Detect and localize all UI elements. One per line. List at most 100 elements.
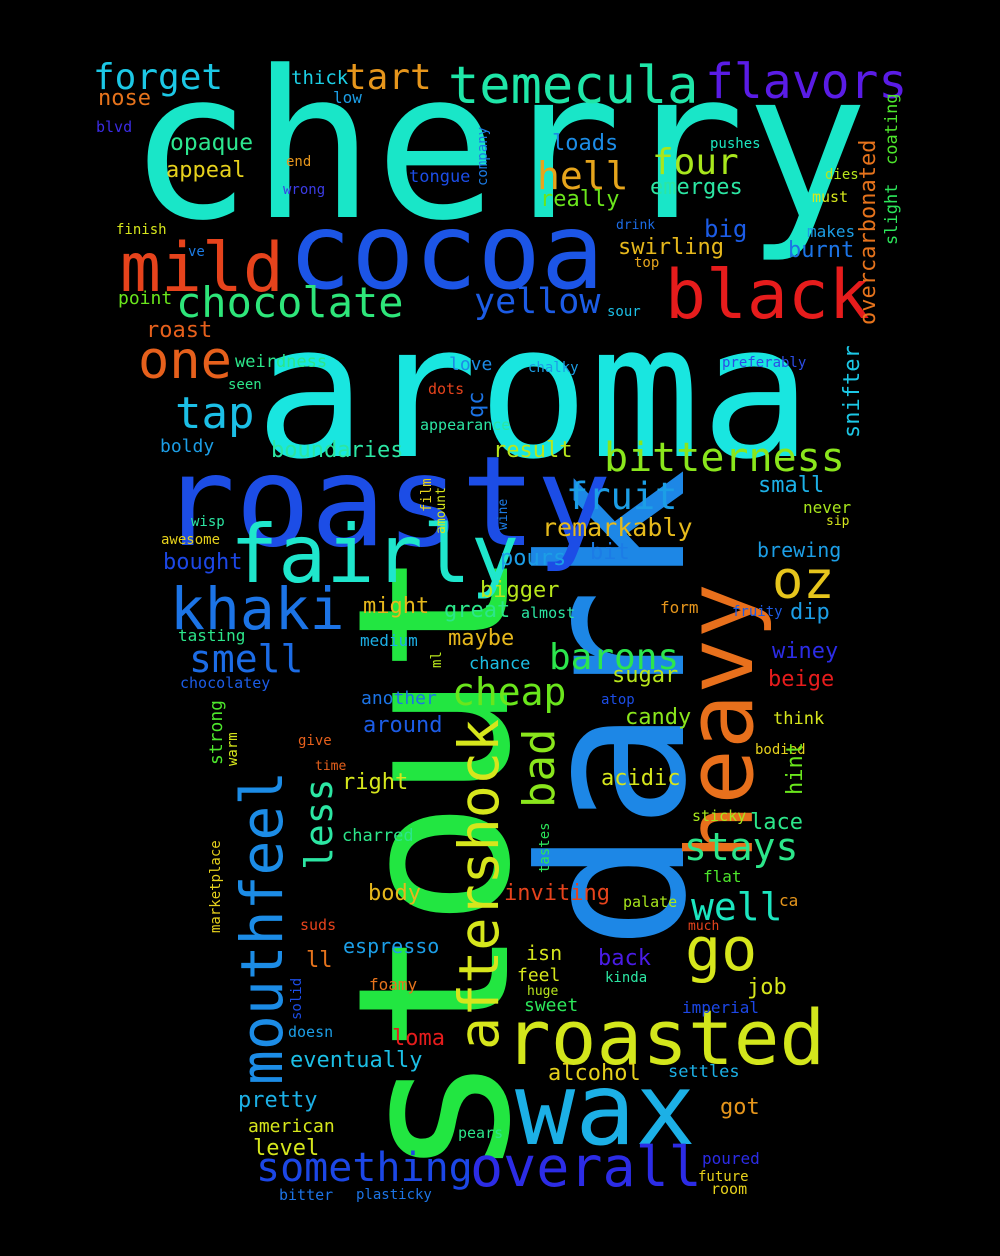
word-less: less bbox=[297, 778, 341, 870]
word-makes: makes bbox=[807, 222, 856, 241]
word-something: something bbox=[256, 1145, 473, 1191]
word-company: company bbox=[475, 126, 491, 186]
word-atop: atop bbox=[601, 692, 635, 708]
word-winey: winey bbox=[772, 639, 839, 664]
word-boundaries: boundaries bbox=[271, 438, 404, 463]
word-big: big bbox=[704, 215, 748, 243]
word-overall: overall bbox=[470, 1135, 702, 1199]
word-chocolate: chocolate bbox=[176, 278, 404, 327]
word-american: american bbox=[248, 1116, 335, 1137]
word-great: great bbox=[444, 598, 511, 623]
word-poured: poured bbox=[702, 1149, 760, 1168]
word-nose: nose bbox=[98, 86, 151, 111]
word-cheap: cheap bbox=[452, 670, 567, 714]
word-point: point bbox=[118, 288, 173, 309]
word-doesn: doesn bbox=[288, 1023, 334, 1041]
word-another: another bbox=[361, 688, 437, 709]
word-wine: wine bbox=[496, 498, 511, 530]
word-stays: stays bbox=[684, 825, 799, 869]
word-charred: charred bbox=[342, 826, 414, 846]
word-yellow: yellow bbox=[474, 282, 601, 322]
word-small: small bbox=[758, 473, 825, 498]
word-temecula: temecula bbox=[448, 56, 699, 116]
word-pears: pears bbox=[458, 1124, 504, 1142]
word-sticky: sticky bbox=[692, 807, 747, 825]
word-think: think bbox=[773, 709, 825, 729]
word-much: much bbox=[688, 919, 720, 934]
word-fruit: fruit bbox=[566, 475, 678, 518]
word-give: give bbox=[298, 733, 332, 749]
word-loads: loads bbox=[552, 131, 619, 156]
word-thick: thick bbox=[291, 67, 349, 89]
word-huge: huge bbox=[527, 984, 559, 999]
word-palate: palate bbox=[623, 893, 678, 911]
word-wisp: wisp bbox=[191, 514, 225, 530]
word-almost: almost bbox=[521, 604, 576, 622]
word-flavors: flavors bbox=[705, 54, 908, 110]
word-wax: wax bbox=[515, 1051, 696, 1168]
word-qc: qc bbox=[464, 391, 489, 419]
word-strong: strong bbox=[206, 699, 227, 765]
word-future: future bbox=[698, 1169, 749, 1185]
word-ml: ml bbox=[429, 651, 445, 668]
word-tongue: tongue bbox=[409, 167, 471, 187]
word-mouthfeel: mouthfeel bbox=[228, 770, 296, 1085]
word-swirling: swirling bbox=[618, 235, 724, 260]
word-alcohol: alcohol bbox=[548, 1061, 641, 1086]
word-right: right bbox=[342, 770, 409, 795]
word-one: one bbox=[138, 331, 232, 391]
word-fruity: fruity bbox=[732, 604, 783, 620]
word-cherry: cherry bbox=[128, 28, 869, 266]
word-sip: sip bbox=[826, 514, 850, 529]
word-kinda: kinda bbox=[605, 970, 648, 986]
word-four: four bbox=[652, 142, 739, 183]
word-roast: roast bbox=[146, 318, 213, 343]
word-feel: feel bbox=[517, 965, 561, 986]
word-never: never bbox=[803, 498, 852, 517]
word-cocoa: cocoa bbox=[288, 191, 605, 313]
word-hint: hint bbox=[783, 742, 808, 795]
word-tasting: tasting bbox=[178, 626, 246, 645]
word-fairly: fairly bbox=[230, 508, 519, 601]
word-pours: pours bbox=[500, 546, 567, 571]
word-lace: lace bbox=[750, 810, 803, 835]
word-really: really bbox=[540, 187, 620, 212]
word-slight: slight bbox=[882, 183, 902, 245]
word-love: love bbox=[449, 354, 493, 375]
word-chance: chance bbox=[469, 654, 531, 674]
word-settles: settles bbox=[668, 1062, 740, 1082]
word-roasted: roasted bbox=[505, 993, 826, 1082]
word-ve: ve bbox=[188, 244, 205, 260]
word-hell: hell bbox=[537, 154, 629, 198]
word-black: black bbox=[665, 256, 870, 335]
word-blvd: blvd bbox=[96, 118, 133, 136]
word-eventually: eventually bbox=[290, 1048, 423, 1073]
word-appearance: appearance bbox=[420, 416, 511, 434]
word-job: job bbox=[747, 975, 787, 1000]
word-mild: mild bbox=[120, 229, 284, 308]
word-end: end bbox=[286, 154, 312, 170]
word-result: result bbox=[493, 438, 573, 463]
word-bought: bought bbox=[163, 550, 243, 575]
word-oz: oz bbox=[772, 551, 835, 611]
word-isn: isn bbox=[526, 941, 563, 965]
word-candy: candy bbox=[625, 705, 692, 730]
word-around: around bbox=[363, 713, 443, 738]
word-ll: ll bbox=[306, 948, 333, 973]
word-loma: loma bbox=[392, 1026, 445, 1051]
word-finish: finish bbox=[116, 222, 167, 238]
word-remarkably: remarkably bbox=[542, 513, 693, 542]
word-ca: ca bbox=[779, 891, 799, 910]
word-form: form bbox=[660, 598, 699, 617]
word-foamy: foamy bbox=[369, 975, 418, 994]
word-drink: drink bbox=[616, 218, 656, 233]
word-wrong: wrong bbox=[283, 182, 326, 198]
word-weirdness: weirdness bbox=[235, 352, 328, 372]
word-khaki: khaki bbox=[170, 575, 345, 643]
word-tastes: tastes bbox=[537, 822, 553, 873]
word-flat: flat bbox=[703, 867, 742, 886]
word-got: got bbox=[720, 1095, 760, 1120]
word-overcarbonated: overcarbonated bbox=[856, 139, 881, 325]
word-suds: suds bbox=[300, 916, 337, 934]
word-sugar: sugar bbox=[612, 663, 679, 688]
